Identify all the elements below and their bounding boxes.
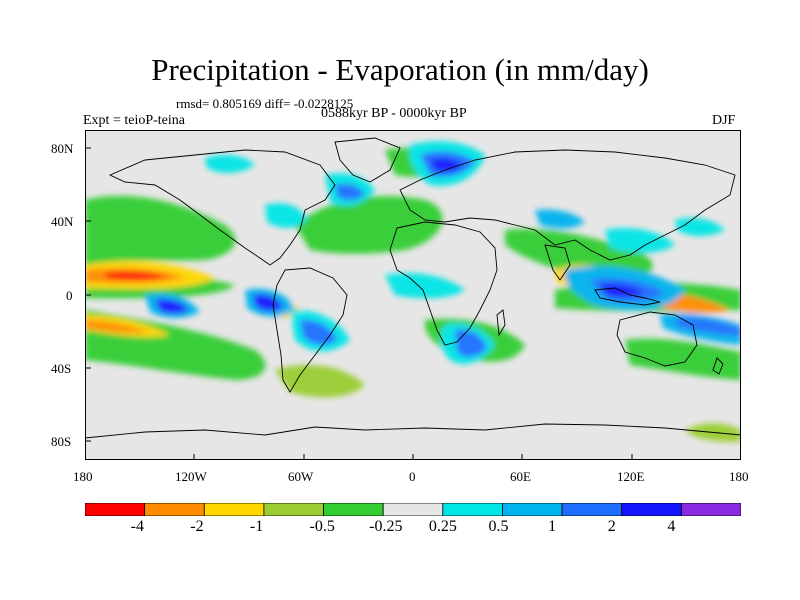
colorbar-box bbox=[323, 503, 384, 516]
colorbar-box bbox=[203, 503, 265, 516]
colorbar-box bbox=[144, 503, 205, 516]
season-label: DJF bbox=[712, 113, 736, 128]
colorbar-box bbox=[442, 503, 503, 516]
colorbar bbox=[85, 503, 741, 516]
coastlines bbox=[85, 137, 741, 439]
colorbar-box bbox=[85, 503, 146, 516]
colorbar-label: -1 bbox=[249, 518, 264, 535]
stats-line: rmsd= 0.805169 diff= -0.0228125 bbox=[176, 96, 354, 111]
experiment-label: Expt = teioP-teina bbox=[83, 113, 185, 128]
colorbar-box bbox=[502, 503, 563, 516]
colorbar-box bbox=[680, 503, 741, 516]
y-tick-label: 40S bbox=[51, 361, 72, 376]
x-tick-label: 120W bbox=[175, 469, 207, 484]
x-tick-label: 0 bbox=[409, 469, 416, 484]
colorbar-label: -4 bbox=[130, 518, 144, 535]
colorbar-box bbox=[621, 503, 682, 516]
axis-ticks bbox=[85, 147, 633, 460]
colorbar-label: 2 bbox=[607, 518, 616, 535]
colorbar-label: 4 bbox=[667, 518, 676, 535]
colorbar-box bbox=[561, 503, 623, 516]
x-tick-label: 180 bbox=[73, 469, 93, 484]
y-tick-label: 40N bbox=[51, 214, 74, 229]
field-shading bbox=[85, 141, 741, 442]
y-tick-label: 80S bbox=[51, 434, 72, 449]
x-tick-label: 60W bbox=[288, 469, 314, 484]
colorbar-label: -0.5 bbox=[309, 518, 335, 535]
map-title: Precipitation - Evaporation (in mm/day) bbox=[151, 52, 649, 87]
x-tick-label: 180 bbox=[729, 469, 749, 484]
colorbar-label: 0.25 bbox=[428, 518, 457, 535]
x-tick-label: 60E bbox=[510, 469, 531, 484]
colorbar-box bbox=[382, 503, 444, 516]
period-label: 0588kyr BP - 0000kyr BP bbox=[321, 106, 467, 121]
y-tick-label: 80N bbox=[51, 141, 74, 156]
y-tick-label: 0 bbox=[66, 288, 73, 303]
colorbar-label: 1 bbox=[548, 518, 557, 535]
colorbar-label: -0.25 bbox=[369, 518, 403, 535]
world-map bbox=[85, 130, 741, 460]
colorbar-label: 0.5 bbox=[488, 518, 509, 535]
colorbar-box bbox=[263, 503, 324, 516]
colorbar-label: -2 bbox=[190, 518, 204, 535]
x-tick-label: 120E bbox=[617, 469, 645, 484]
